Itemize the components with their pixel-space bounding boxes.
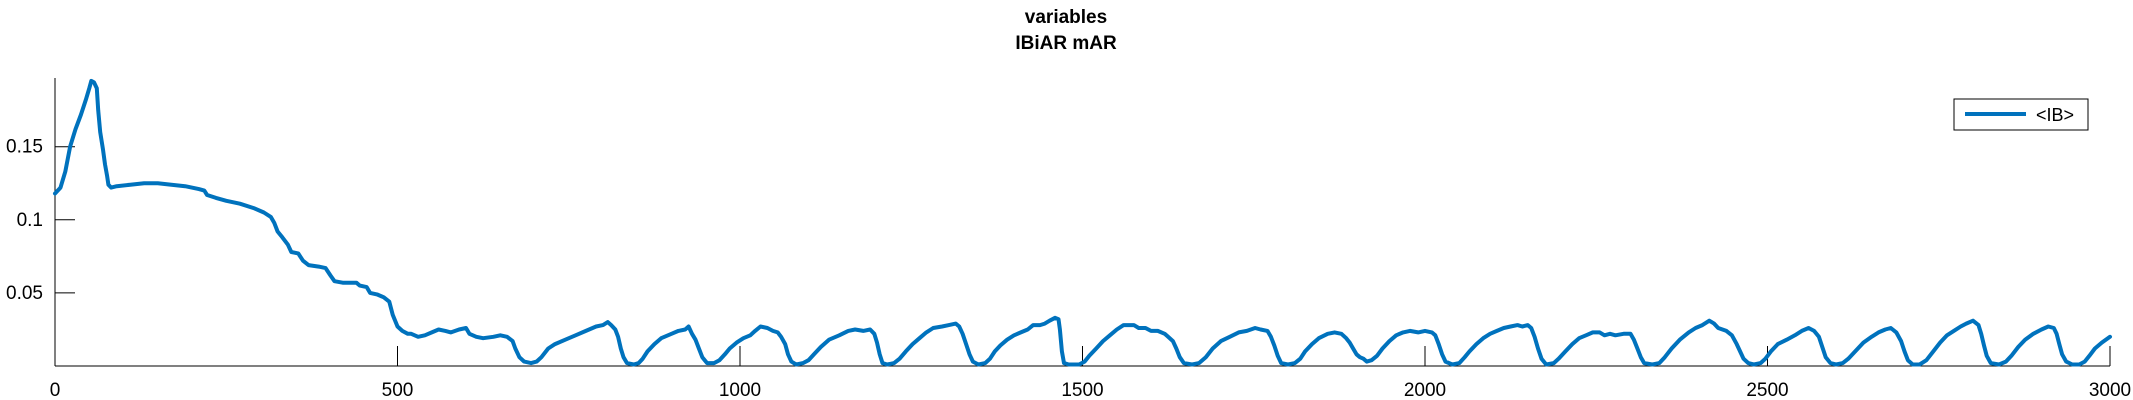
chart-subtitle: IBiAR mAR — [1015, 33, 1117, 54]
x-tick-label: 2500 — [1746, 380, 1788, 400]
y-tick-label: 0.1 — [17, 210, 43, 231]
y-tick-label: 0.15 — [6, 137, 43, 158]
y-ticks: 0.05 0.1 0.15 — [6, 137, 75, 304]
plot-area: 0 500 1000 1500 2000 2500 3000 0.05 0.1 0.15 — [6, 78, 2131, 400]
x-tick-label: 2000 — [1404, 380, 1446, 400]
chart-title: variables — [1025, 7, 1107, 28]
legend-label: <IB> — [2036, 105, 2074, 125]
legend: <IB> — [1953, 98, 2089, 131]
x-tick-label: 0 — [50, 380, 61, 400]
x-tick-label: 500 — [382, 380, 414, 400]
x-tick-label: 3000 — [2089, 380, 2131, 400]
x-tick-label: 1500 — [1061, 380, 1103, 400]
x-tick-label: 1000 — [719, 380, 761, 400]
y-tick-label: 0.05 — [6, 283, 43, 304]
series-layer — [53, 78, 2112, 367]
x-ticks: 0 500 1000 1500 2000 2500 3000 — [50, 346, 2131, 400]
series-line — [53, 78, 2112, 367]
